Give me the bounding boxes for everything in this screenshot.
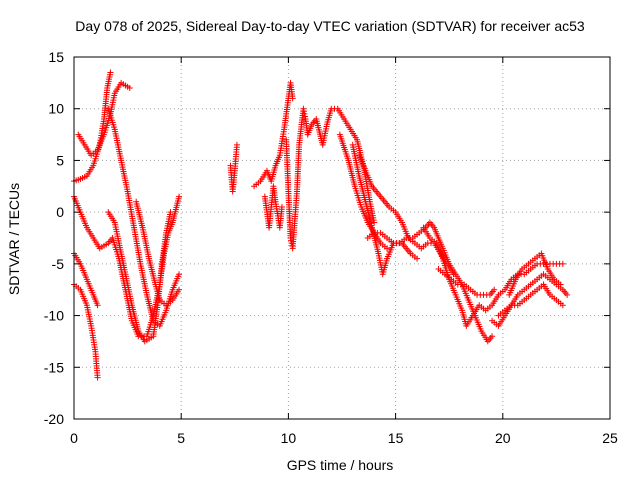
series-arc-20	[495, 281, 566, 319]
x-tick-label: 15	[388, 430, 404, 446]
data-marks	[71, 69, 571, 381]
data-point	[300, 105, 307, 112]
x-tick-label: 0	[70, 430, 78, 446]
data-point	[289, 95, 296, 102]
series-arc-9	[227, 141, 240, 195]
y-tick-label: 0	[56, 204, 64, 220]
x-tick-label: 5	[177, 430, 185, 446]
data-point	[301, 110, 308, 117]
y-tick-label: -15	[44, 359, 64, 375]
y-tick-label: -5	[52, 256, 65, 272]
x-tick-label: 20	[495, 430, 511, 446]
data-point	[287, 235, 294, 241]
series-arc-18	[435, 266, 498, 298]
series-arc-13	[336, 131, 391, 252]
x-tick-label: 10	[281, 430, 297, 446]
data-point	[559, 302, 566, 309]
series-arc-10	[251, 79, 296, 190]
y-tick-label: 15	[48, 49, 64, 65]
data-point	[167, 209, 174, 216]
data-point	[300, 108, 307, 115]
data-point	[126, 85, 133, 92]
data-point	[559, 260, 566, 267]
plot-border	[73, 56, 611, 420]
y-tick-label: -20	[44, 411, 64, 427]
series-arc-7	[71, 281, 101, 381]
data-point	[371, 219, 378, 226]
data-point	[176, 193, 183, 200]
series-arc-11	[261, 183, 285, 231]
data-point	[489, 333, 496, 340]
series-arc-12	[283, 105, 378, 252]
y-axis-label: SDTVAR / TECUs	[6, 183, 22, 295]
grid	[74, 57, 610, 419]
series-arc-6	[71, 250, 101, 309]
plot-frame	[73, 56, 611, 420]
data-point	[176, 286, 183, 293]
data-point	[233, 141, 240, 148]
data-point	[278, 203, 285, 210]
series-arc-8	[133, 198, 183, 309]
data-point	[491, 286, 498, 293]
data-point	[94, 302, 101, 309]
series-arc-5	[105, 209, 174, 345]
y-tick-label: 10	[48, 101, 64, 117]
series-arc-16	[364, 219, 496, 345]
series-arc-17	[420, 224, 566, 329]
data-point	[564, 291, 571, 298]
y-tick-label: -10	[44, 308, 64, 324]
data-point	[302, 113, 309, 120]
data-point	[107, 69, 114, 76]
data-point	[176, 271, 183, 278]
series-arc-3	[105, 105, 183, 329]
data-point	[94, 374, 101, 381]
data-point	[384, 245, 391, 252]
series-arc-2	[75, 79, 133, 159]
chart-title: Day 078 of 2025, Sidereal Day-to-day VTE…	[75, 18, 585, 34]
x-axis-label: GPS time / hours	[287, 457, 394, 473]
x-tick-label: 25	[602, 430, 618, 446]
series-arc-21	[506, 250, 564, 298]
data-point	[414, 255, 421, 262]
y-tick-label: 5	[56, 152, 64, 168]
ticks: 0 5 10 15 20 25 15 10 5 0 -5 -10 -15 -20	[44, 49, 618, 446]
data-point	[557, 281, 564, 288]
